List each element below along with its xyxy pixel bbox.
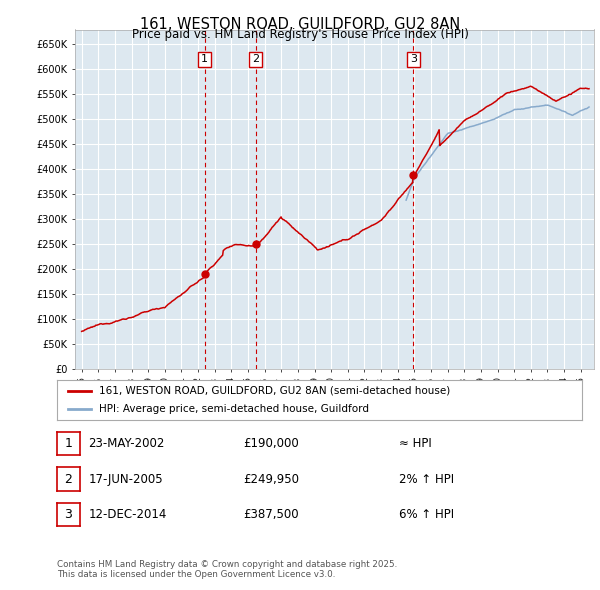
Text: 2: 2	[252, 54, 259, 64]
Text: £190,000: £190,000	[243, 437, 299, 450]
Text: 2: 2	[64, 473, 73, 486]
Text: Price paid vs. HM Land Registry's House Price Index (HPI): Price paid vs. HM Land Registry's House …	[131, 28, 469, 41]
Text: 3: 3	[410, 54, 417, 64]
Text: 1: 1	[64, 437, 73, 450]
Text: 6% ↑ HPI: 6% ↑ HPI	[399, 508, 454, 521]
Text: 1: 1	[201, 54, 208, 64]
Text: 2% ↑ HPI: 2% ↑ HPI	[399, 473, 454, 486]
Text: 12-DEC-2014: 12-DEC-2014	[88, 508, 167, 521]
Text: HPI: Average price, semi-detached house, Guildford: HPI: Average price, semi-detached house,…	[99, 404, 369, 414]
Text: 23-MAY-2002: 23-MAY-2002	[88, 437, 164, 450]
Text: 161, WESTON ROAD, GUILDFORD, GU2 8AN (semi-detached house): 161, WESTON ROAD, GUILDFORD, GU2 8AN (se…	[99, 386, 450, 396]
Text: 161, WESTON ROAD, GUILDFORD, GU2 8AN: 161, WESTON ROAD, GUILDFORD, GU2 8AN	[140, 17, 460, 31]
Text: £249,950: £249,950	[243, 473, 299, 486]
Text: ≈ HPI: ≈ HPI	[399, 437, 432, 450]
Text: 17-JUN-2005: 17-JUN-2005	[88, 473, 163, 486]
Text: 3: 3	[64, 508, 73, 521]
Text: Contains HM Land Registry data © Crown copyright and database right 2025.
This d: Contains HM Land Registry data © Crown c…	[57, 560, 397, 579]
Text: £387,500: £387,500	[243, 508, 299, 521]
